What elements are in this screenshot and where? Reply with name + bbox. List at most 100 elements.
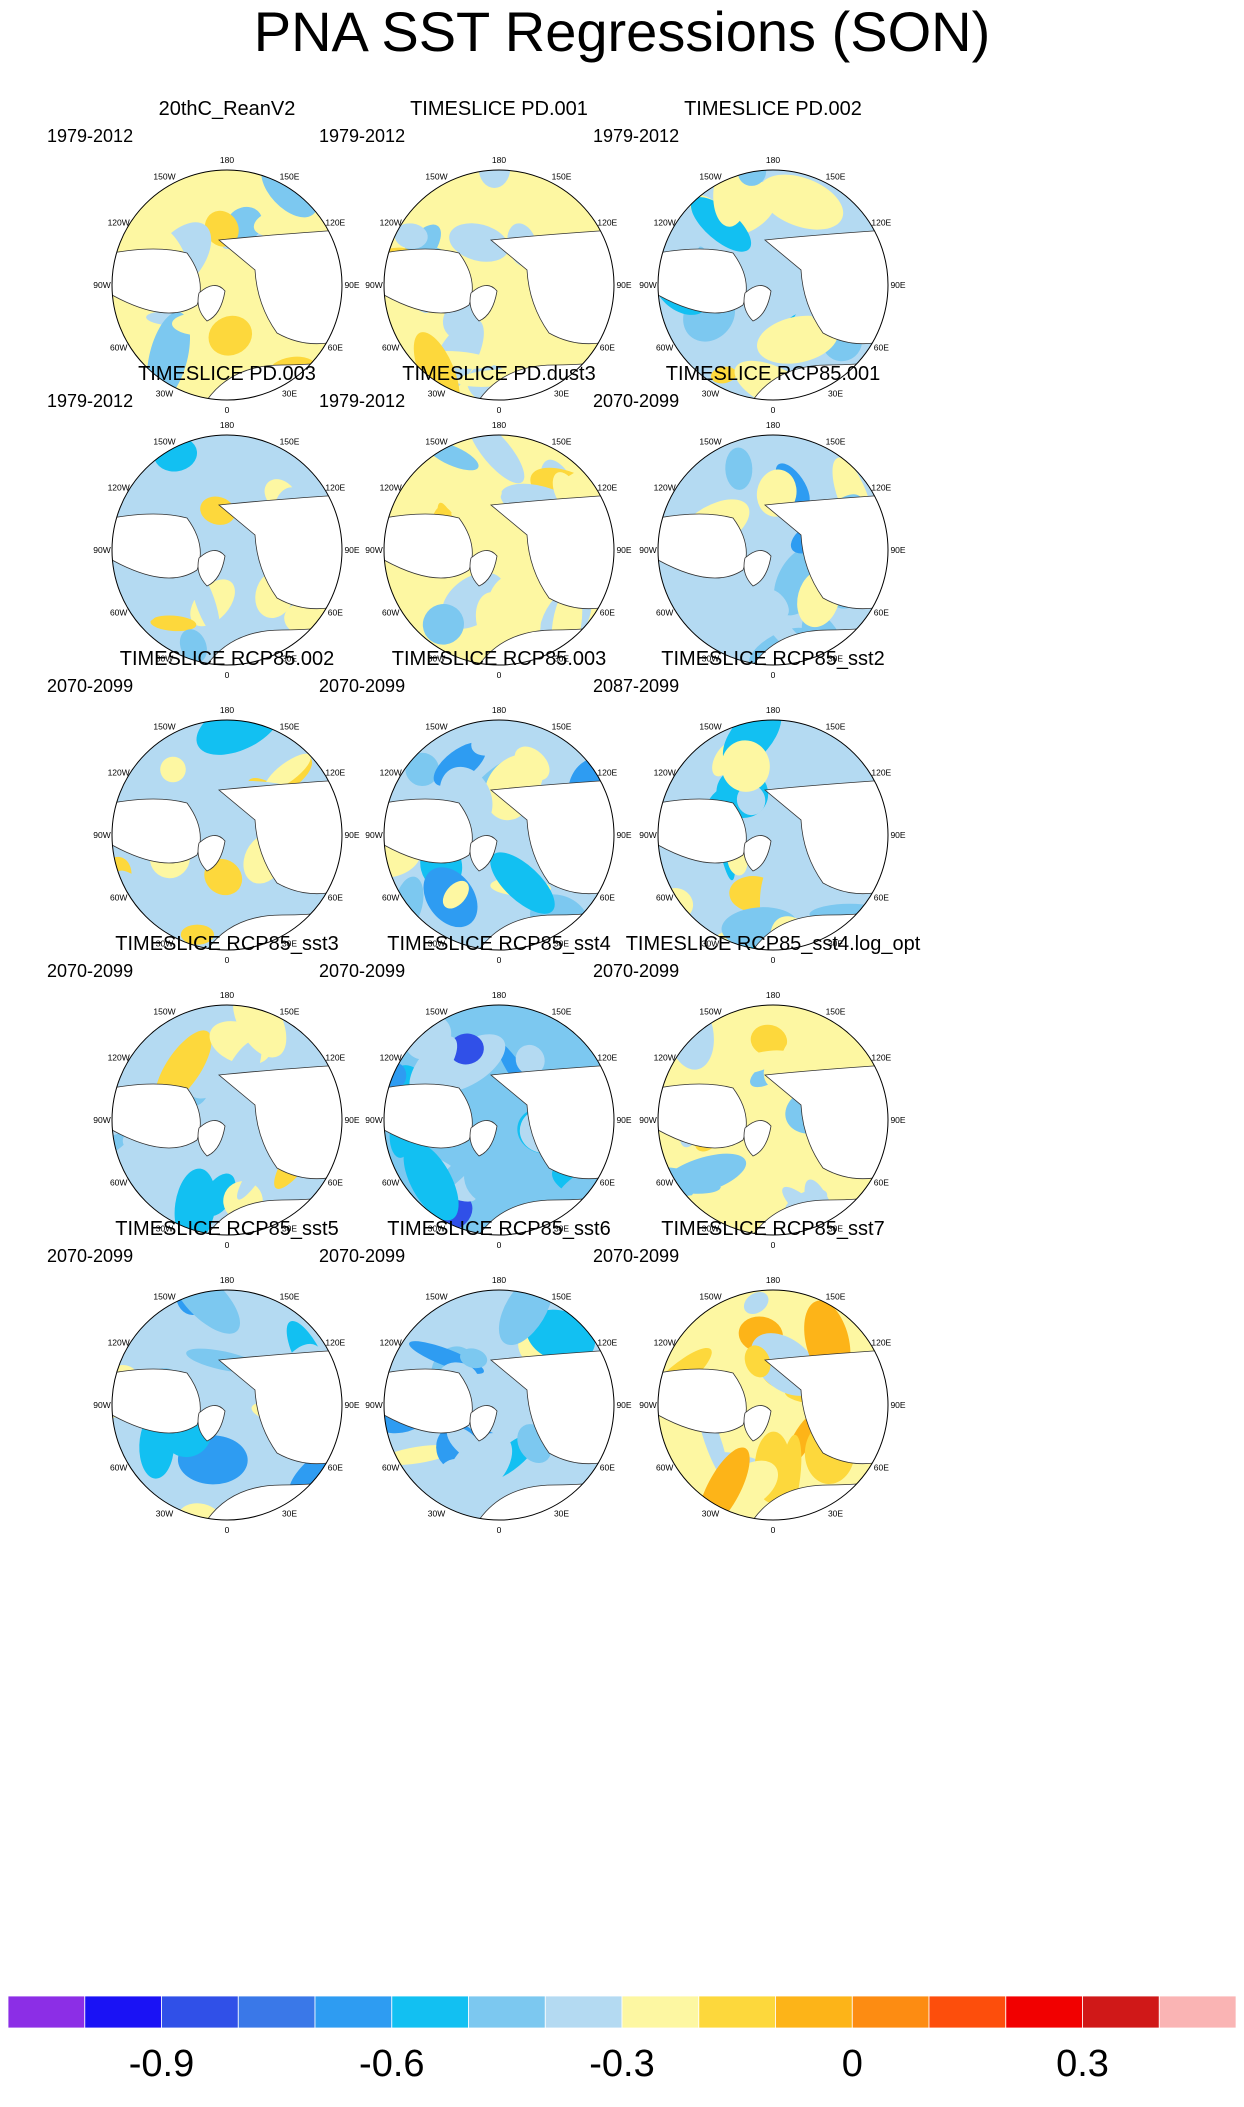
polar-map: 180 150E 120E 90E 60E 30E 0 30W 60W 90W 120W 150W: [365, 420, 632, 680]
sst-anomaly-contour: [464, 1159, 510, 1205]
panel-period: 2070-2099: [593, 391, 680, 411]
longitude-label: 60W: [382, 608, 399, 618]
polar-map: 180 150E 120E 90E 60E 30E 0 30W 60W 90W 120W 150W: [93, 705, 360, 965]
longitude-label: 60E: [874, 893, 889, 903]
longitude-label: 120W: [654, 1338, 676, 1348]
longitude-label: 60E: [328, 1178, 343, 1188]
polar-map: 180 150E 120E 90E 60E 30E 0 30W 60W 90W 120W 150W: [639, 705, 906, 965]
panel-period: 1979-2012: [47, 126, 134, 146]
sst-anomaly-contour: [690, 197, 752, 252]
sst-anomaly-contour: [204, 858, 243, 896]
longitude-label: 180: [492, 1275, 506, 1285]
greenland-landmass: [743, 550, 772, 587]
longitude-label: 150W: [153, 1007, 175, 1017]
longitude-label: 120E: [871, 218, 891, 228]
longitude-label: 150W: [699, 1007, 721, 1017]
north-america-landmass: [658, 1083, 747, 1149]
longitude-label: 60W: [656, 608, 673, 618]
longitude-label: 90E: [616, 1400, 631, 1410]
longitude-label: 150W: [425, 437, 447, 447]
longitude-label: 60E: [328, 608, 343, 618]
longitude-label: 150E: [552, 722, 572, 732]
eurasia-landmass: [764, 1349, 888, 1465]
longitude-label: 120E: [597, 1338, 617, 1348]
panel-title: TIMESLICE PD.001: [410, 98, 588, 120]
longitude-label: 30E: [282, 388, 297, 398]
longitude-label: 120E: [871, 768, 891, 778]
longitude-label: 150E: [552, 1292, 572, 1302]
panel-period: 2087-2099: [593, 676, 680, 696]
sst-anomaly-contour: [471, 720, 552, 756]
sst-anomaly-contour: [710, 310, 761, 368]
sst-anomaly-contour: [744, 1345, 771, 1378]
north-america-landmass: [384, 513, 473, 579]
eurasia-landmass: [490, 779, 614, 895]
longitude-label: 180: [492, 155, 506, 165]
longitude-label: 0: [771, 670, 776, 680]
north-america-landmass: [384, 798, 473, 864]
longitude-label: 30E: [282, 1508, 297, 1518]
polar-map: 180 150E 120E 90E 60E 30E 0 30W 60W 90W 120W 150W: [93, 420, 360, 680]
sst-anomaly-contour: [154, 1335, 176, 1363]
colorbar-box: [7, 1995, 86, 2029]
longitude-label: 120W: [108, 218, 130, 228]
map-boundary: [111, 719, 343, 951]
sst-anomaly-contour: [403, 1141, 459, 1221]
panel-grid: 20thC_ReanV2 1979-2012 180 150E 120E 90E 60E 30…: [47, 98, 973, 1570]
longitude-label: 150W: [153, 437, 175, 447]
longitude-label: 180: [492, 705, 506, 715]
colorbar-box: [84, 1995, 162, 2029]
greenland-landmass: [469, 1405, 498, 1442]
sst-anomaly-contour: [442, 880, 469, 909]
longitude-label: 30E: [554, 1508, 569, 1518]
sst-anomaly-contour: [725, 447, 753, 490]
colorbar-tick-label: 0: [842, 2043, 863, 2085]
longitude-label: 0: [497, 1525, 502, 1535]
colorbar-box: [1158, 1995, 1237, 2029]
page-title: PNA SST Regressions (SON): [253, 0, 991, 63]
map-panel: TIMESLICE RCP85_sst2 2087-2099 180 150E 120E…: [573, 640, 973, 1000]
polar-map: 180 150E 120E 90E 60E 30E 0 30W 60W 90W 120W 150W: [365, 1275, 632, 1535]
map-boundary: [383, 1004, 615, 1236]
panel-period: 2070-2099: [319, 676, 406, 696]
panel-period: 2070-2099: [319, 961, 406, 981]
longitude-label: 150W: [425, 1292, 447, 1302]
sst-anomaly-contour: [150, 615, 197, 632]
longitude-label: 60W: [110, 1463, 127, 1473]
longitude-label: 60E: [328, 893, 343, 903]
sst-anomaly-contour: [743, 1292, 769, 1314]
north-america-landmass: [112, 1368, 201, 1434]
map-boundary: [111, 434, 343, 666]
longitude-label: 120W: [654, 1053, 676, 1063]
greenland-landmass: [197, 1120, 226, 1157]
longitude-label: 90W: [639, 830, 656, 840]
longitude-label: 0: [225, 1525, 230, 1535]
longitude-label: 0: [497, 1240, 502, 1250]
longitude-label: 180: [220, 990, 234, 1000]
panel-title: TIMESLICE RCP85.001: [665, 363, 881, 385]
panel-period: 1979-2012: [319, 391, 406, 411]
longitude-label: 90W: [365, 1115, 382, 1125]
longitude-label: 30E: [554, 938, 569, 948]
longitude-label: 30W: [428, 1508, 445, 1518]
longitude-label: 90E: [344, 1400, 359, 1410]
greenland-landmass: [743, 1120, 772, 1157]
panel-period: 2070-2099: [47, 961, 134, 981]
polar-map: 180 150E 120E 90E 60E 30E 0 30W 60W 90W 120W 150W: [365, 155, 632, 415]
north-america-landmass: [112, 798, 201, 864]
longitude-label: 90E: [890, 1400, 905, 1410]
north-america-landmass: [658, 1368, 747, 1434]
longitude-label: 150W: [153, 1292, 175, 1302]
colorbar-box: [928, 1995, 1007, 2029]
sst-anomaly-contour: [721, 740, 770, 792]
sst-anomaly-contour: [757, 315, 838, 364]
panel-title: TIMESLICE PD.002: [684, 98, 862, 120]
longitude-label: 30E: [282, 653, 297, 663]
map-panel: TIMESLICE RCP85_sst7 2070-2099 180 150E 120E…: [573, 1210, 973, 1570]
longitude-label: 30W: [428, 1223, 445, 1233]
north-america-landmass: [112, 513, 201, 579]
north-america-landmass: [384, 248, 473, 314]
longitude-label: 180: [220, 705, 234, 715]
longitude-label: 60E: [600, 343, 615, 353]
longitude-label: 150E: [280, 722, 300, 732]
